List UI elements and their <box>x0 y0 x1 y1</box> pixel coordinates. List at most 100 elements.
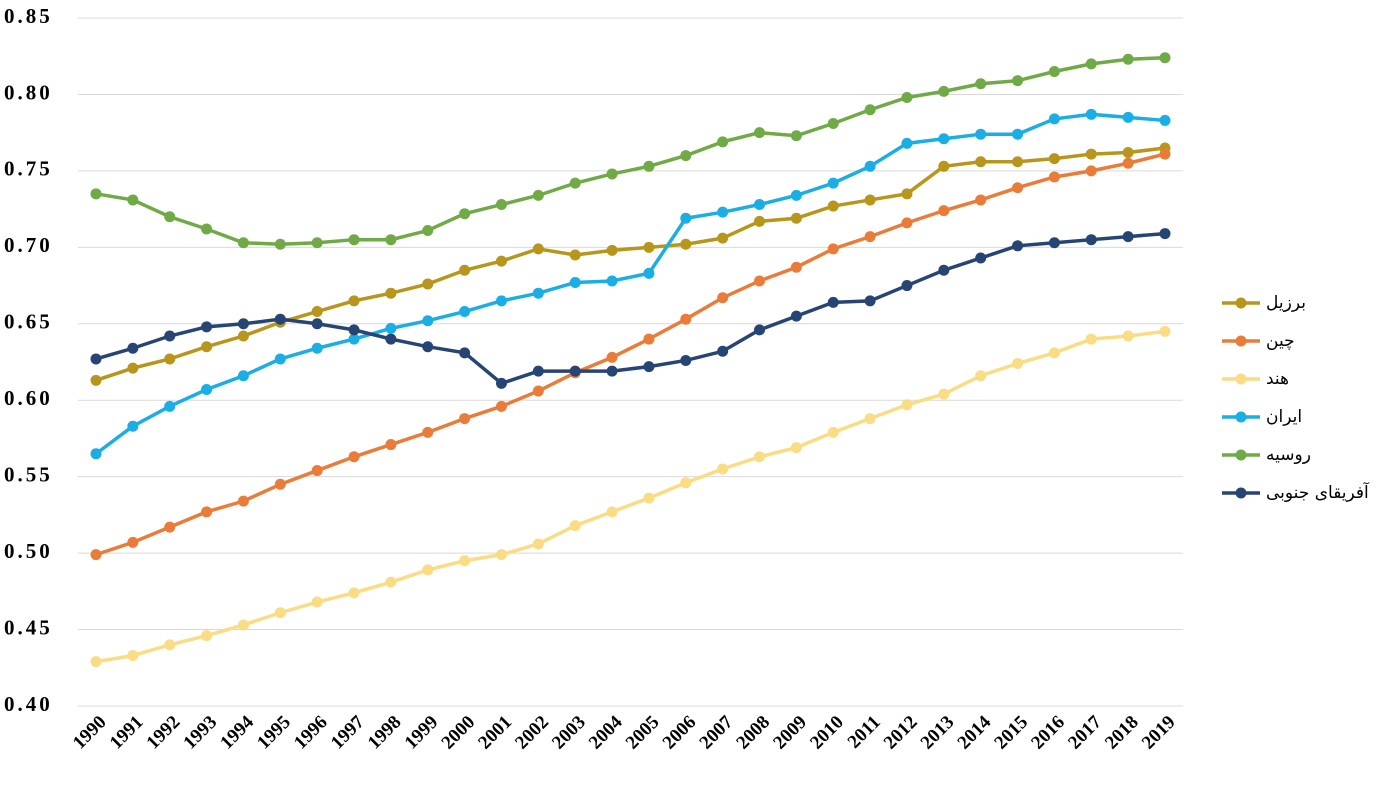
x-tick-label: 2004 <box>585 711 627 753</box>
x-tick-label: 2009 <box>769 712 811 754</box>
data-point <box>237 370 249 382</box>
data-point <box>790 212 802 224</box>
data-point <box>532 287 544 299</box>
data-point <box>643 160 655 172</box>
data-point <box>717 206 729 218</box>
legend-label: آفریقای جنوبی <box>1266 481 1370 503</box>
data-point <box>348 333 360 345</box>
x-tick-label: 1991 <box>106 712 148 754</box>
data-point <box>1048 113 1060 125</box>
data-point <box>164 353 176 365</box>
data-point <box>864 295 876 307</box>
data-point <box>495 377 507 389</box>
data-point <box>348 295 360 307</box>
data-point <box>975 156 987 168</box>
data-point <box>1012 240 1024 252</box>
x-tick-label: 2008 <box>732 712 774 754</box>
data-point <box>643 267 655 279</box>
data-point <box>938 160 950 172</box>
data-point <box>422 426 434 438</box>
data-point <box>459 347 471 359</box>
x-tick-label: 2010 <box>806 712 848 754</box>
y-tick-label: 0.45 <box>4 615 53 639</box>
x-tick-label: 1994 <box>216 711 258 753</box>
data-point <box>1122 111 1134 123</box>
x-tick-label: 2019 <box>1138 712 1180 754</box>
data-point <box>385 234 397 246</box>
data-point <box>237 495 249 507</box>
data-point <box>1048 66 1060 78</box>
data-point <box>127 342 139 354</box>
data-point <box>680 477 692 489</box>
data-point <box>1012 358 1024 370</box>
data-point <box>164 400 176 412</box>
y-tick-label: 0.55 <box>4 462 53 486</box>
legend-marker <box>1235 411 1247 423</box>
data-point <box>459 208 471 220</box>
data-point <box>385 333 397 345</box>
x-tick-label: 2002 <box>511 712 553 754</box>
data-point <box>754 275 766 287</box>
legend-label: روسیه <box>1266 445 1311 465</box>
data-point <box>938 264 950 276</box>
y-tick-label: 0.50 <box>4 539 53 563</box>
data-point <box>975 252 987 264</box>
legend-marker <box>1235 373 1247 385</box>
data-point <box>237 619 249 631</box>
data-point <box>569 365 581 377</box>
data-point <box>127 194 139 206</box>
data-point <box>643 492 655 504</box>
data-point <box>127 650 139 662</box>
data-point <box>164 521 176 533</box>
data-point <box>606 365 618 377</box>
y-tick-label: 0.70 <box>4 233 53 257</box>
data-point <box>1085 148 1097 160</box>
data-point <box>790 130 802 142</box>
data-point <box>864 413 876 425</box>
x-tick-label: 1996 <box>290 712 332 754</box>
data-point <box>1159 114 1171 126</box>
data-point <box>348 587 360 599</box>
x-tick-label: 1997 <box>327 711 369 753</box>
data-point <box>422 341 434 353</box>
data-point <box>1122 231 1134 243</box>
x-tick-label: 2001 <box>474 712 516 754</box>
x-tick-label: 2014 <box>954 711 996 753</box>
data-point <box>348 324 360 336</box>
data-point <box>1012 128 1024 140</box>
data-point <box>385 287 397 299</box>
data-point <box>237 237 249 249</box>
data-point <box>606 168 618 180</box>
data-point <box>1085 333 1097 345</box>
data-point <box>90 188 102 200</box>
data-point <box>717 232 729 244</box>
data-point <box>975 128 987 140</box>
data-point <box>569 520 581 532</box>
data-point <box>643 361 655 373</box>
data-point <box>1159 52 1171 64</box>
data-point <box>1122 53 1134 65</box>
data-point <box>1048 237 1060 249</box>
x-tick-label: 2007 <box>696 711 738 753</box>
data-point <box>422 225 434 237</box>
data-point <box>680 150 692 162</box>
data-point <box>164 639 176 651</box>
data-point <box>201 630 213 642</box>
data-point <box>237 318 249 330</box>
data-point <box>901 92 913 104</box>
data-point <box>938 388 950 400</box>
data-point <box>1012 156 1024 168</box>
legend-marker <box>1235 487 1247 499</box>
data-point <box>1085 234 1097 246</box>
y-tick-label: 0.80 <box>4 80 53 104</box>
data-point <box>1122 157 1134 169</box>
y-tick-label: 0.40 <box>4 692 53 716</box>
data-point <box>606 506 618 518</box>
data-point <box>237 330 249 342</box>
legend-marker <box>1235 449 1247 461</box>
data-point <box>127 536 139 548</box>
data-point <box>717 292 729 304</box>
data-point <box>569 276 581 288</box>
data-point <box>938 85 950 97</box>
